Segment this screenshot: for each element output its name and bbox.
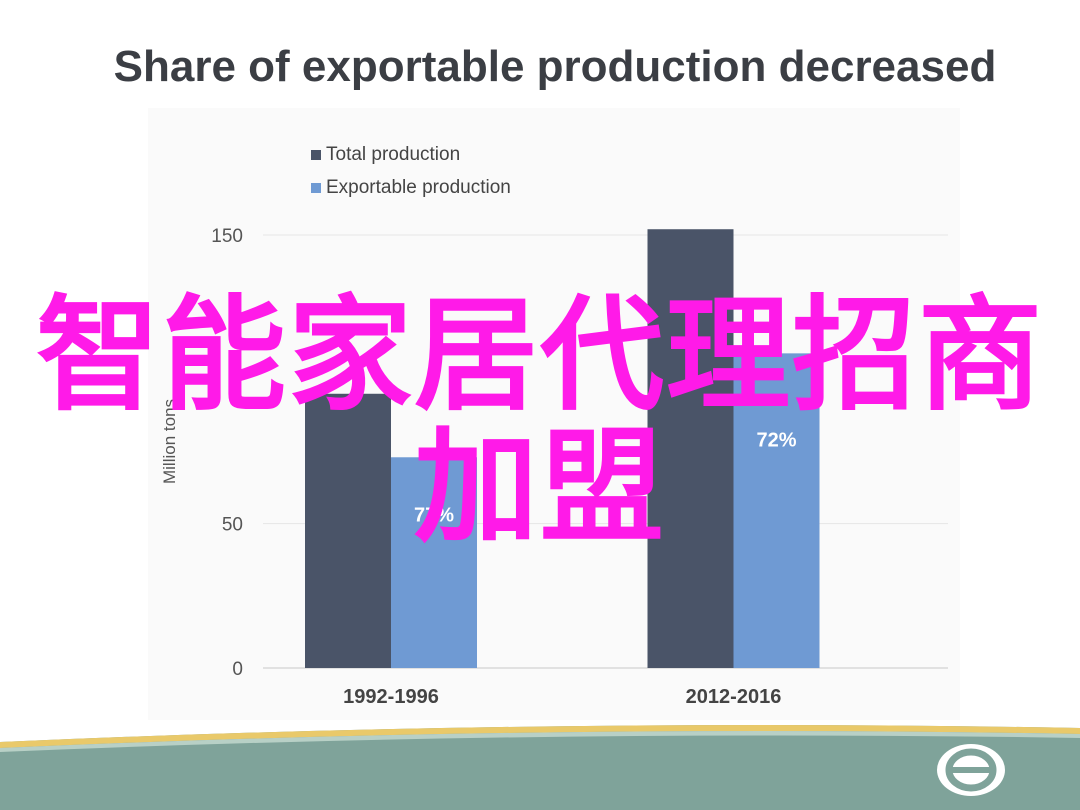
bar-total bbox=[305, 393, 391, 668]
data-label: 77% bbox=[414, 504, 454, 526]
legend-label: Exportable production bbox=[326, 177, 511, 198]
footer-band bbox=[0, 725, 1080, 810]
x-tick-label: 2012-2016 bbox=[686, 686, 782, 708]
y-tick-label: 0 bbox=[232, 659, 243, 680]
slide-title: Share of exportable production decreased bbox=[113, 42, 997, 91]
bar-exportable bbox=[391, 457, 477, 668]
chart-panel: 0 50 150 Million tons 1992-1996 2012-2016 77% 7… bbox=[148, 108, 960, 720]
overlay-text-line-1: 智能家居代理招商 bbox=[35, 284, 1044, 428]
bar-total bbox=[647, 229, 734, 668]
legend-swatch bbox=[311, 150, 321, 160]
overlay-text-line-2: 加盟 bbox=[413, 416, 666, 560]
bar-chart: 0 50 150 Million tons 1992-1996 2012-2016 77% 7… bbox=[160, 144, 948, 708]
bar-exportable bbox=[733, 353, 820, 668]
circle-logo-icon bbox=[937, 744, 1005, 796]
x-tick-label: 1992-1996 bbox=[343, 686, 439, 708]
y-tick-label: 150 bbox=[211, 226, 243, 247]
y-tick-label: 50 bbox=[222, 515, 243, 536]
legend-label: Total production bbox=[326, 144, 460, 165]
y-axis-label: Million tons bbox=[160, 399, 179, 484]
data-label: 72% bbox=[756, 429, 796, 451]
legend-swatch bbox=[311, 183, 321, 193]
